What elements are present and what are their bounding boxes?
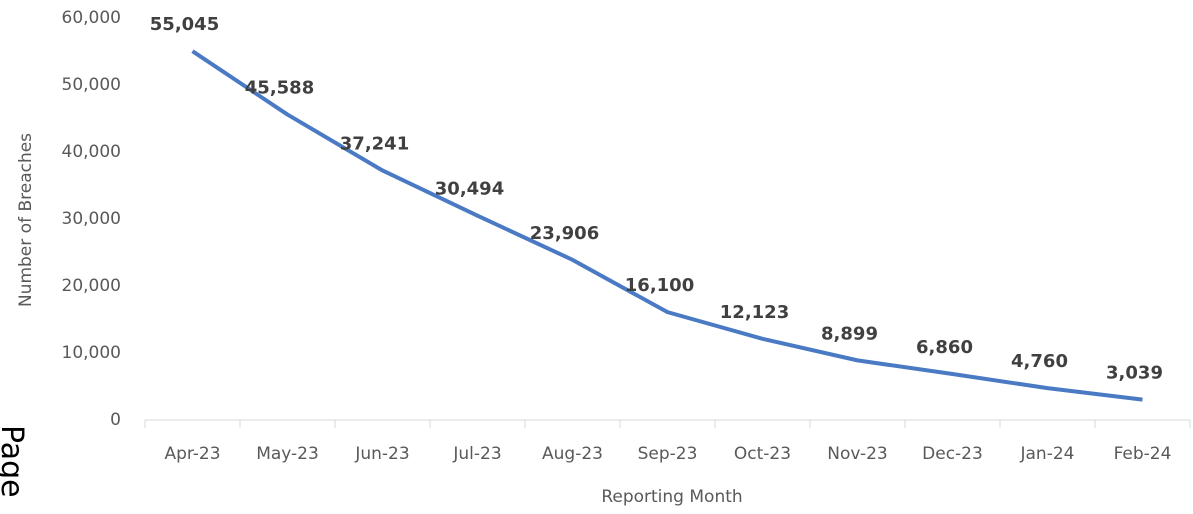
line-series: [191, 49, 1143, 402]
y-tick-label: 50,000: [62, 75, 121, 95]
data-label: 6,860: [916, 337, 973, 358]
data-label: 16,100: [625, 275, 694, 296]
x-tick-label: Aug-23: [542, 444, 603, 464]
x-tick-label: Feb-24: [1114, 444, 1172, 464]
y-tick-label: 20,000: [62, 276, 121, 296]
y-tick-label: 0: [110, 410, 121, 430]
data-label: 55,045: [150, 14, 219, 35]
data-label: 3,039: [1106, 363, 1163, 384]
data-label: 4,760: [1011, 351, 1068, 372]
data-label: 37,241: [340, 133, 409, 154]
x-tick-label: Oct-23: [734, 444, 791, 464]
y-tick-label: 40,000: [62, 142, 121, 162]
page-label: Page: [0, 425, 29, 498]
x-tick-label: Apr-23: [164, 444, 220, 464]
x-tick-label: Sep-23: [638, 444, 698, 464]
data-label: 12,123: [720, 302, 789, 323]
y-tick-label: 60,000: [62, 8, 121, 28]
x-tick-label: Nov-23: [827, 444, 888, 464]
x-tick-label: May-23: [256, 444, 319, 464]
data-label: 30,494: [435, 179, 504, 200]
data-label: 45,588: [245, 78, 314, 99]
x-tick-label: Dec-23: [922, 444, 983, 464]
x-tick-label: Jul-23: [452, 444, 501, 464]
x-axis-label: Reporting Month: [601, 487, 742, 507]
data-label: 8,899: [821, 323, 878, 344]
x-tick-label: Jun-23: [354, 444, 409, 464]
y-axis-label: Number of Breaches: [16, 133, 36, 307]
data-label: 23,906: [530, 223, 599, 244]
y-tick-label: 30,000: [62, 209, 121, 229]
y-tick-label: 10,000: [62, 343, 121, 363]
x-tick-label: Jan-24: [1020, 444, 1075, 464]
